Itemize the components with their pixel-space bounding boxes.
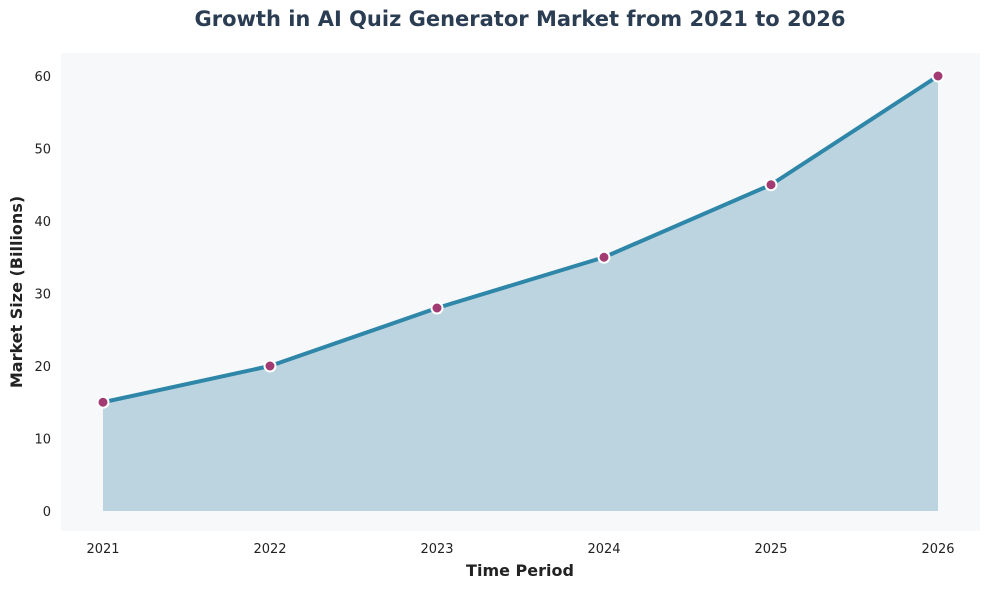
x-tick-label: 2022: [253, 542, 286, 557]
x-tick-label: 2023: [420, 542, 453, 557]
x-tick-label: 2026: [921, 542, 954, 557]
y-axis-label: Market Size (Billions): [7, 196, 26, 388]
area-layer: [103, 76, 938, 511]
line-layer: [101, 74, 940, 405]
data-point: [430, 301, 444, 315]
data-point: [931, 69, 945, 83]
y-tick-label: 30: [34, 288, 51, 303]
marker-layer: [96, 69, 945, 409]
x-tick-label: 2025: [754, 542, 787, 557]
data-point: [764, 178, 778, 192]
y-tick-label: 0: [43, 505, 51, 520]
y-tick-label: 50: [34, 143, 51, 158]
x-tick-label: 2024: [587, 542, 620, 557]
data-point: [597, 250, 611, 264]
area-fill: [103, 76, 938, 511]
y-tick-label: 20: [34, 360, 51, 375]
data-point: [263, 359, 277, 373]
series-line: [101, 74, 940, 405]
y-tick-label: 40: [34, 215, 51, 230]
y-axis-ticks: 0 10 20 30 40 50 60: [34, 70, 51, 520]
y-tick-label: 10: [34, 433, 51, 448]
x-axis-label: Time Period: [466, 561, 574, 580]
x-axis-ticks: 2021 2022 2023 2024 2025 2026: [86, 542, 954, 557]
data-point: [96, 395, 110, 409]
x-tick-label: 2021: [86, 542, 119, 557]
chart-title: Growth in AI Quiz Generator Market from …: [195, 7, 846, 31]
y-tick-label: 60: [34, 70, 51, 85]
